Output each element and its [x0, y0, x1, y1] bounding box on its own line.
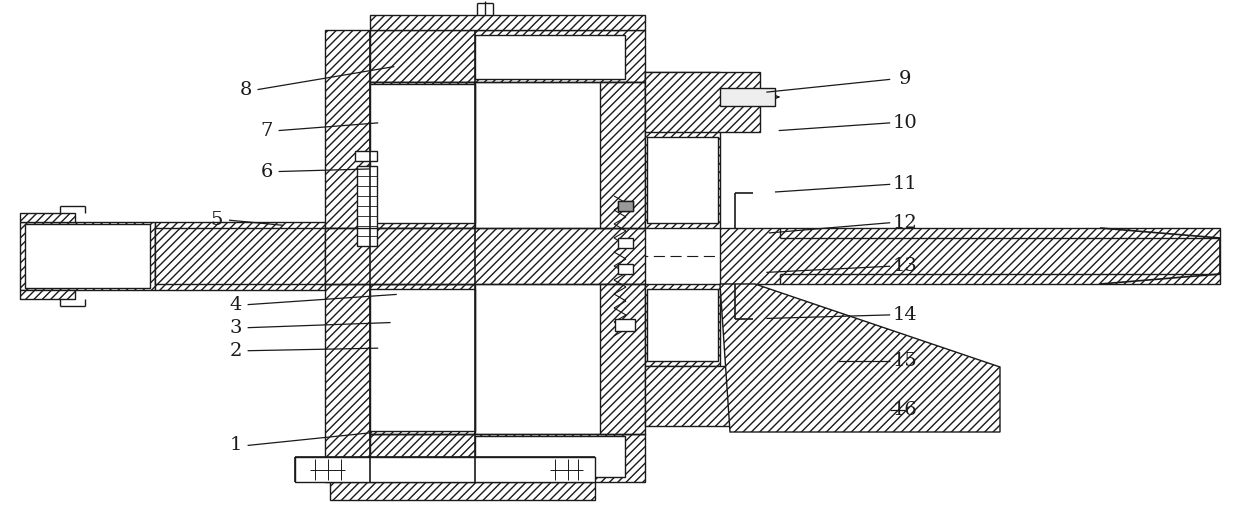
Polygon shape	[370, 284, 475, 434]
Polygon shape	[645, 366, 760, 426]
Polygon shape	[600, 284, 645, 434]
Polygon shape	[645, 284, 720, 366]
Text: 12: 12	[893, 214, 918, 232]
Polygon shape	[370, 15, 645, 30]
Text: 15: 15	[893, 352, 918, 370]
Bar	[720, 88, 775, 106]
Bar	[647, 137, 718, 223]
Bar	[370, 289, 475, 431]
Polygon shape	[600, 82, 645, 228]
Text: 6: 6	[260, 162, 273, 181]
Polygon shape	[720, 284, 999, 432]
Polygon shape	[645, 72, 760, 132]
Polygon shape	[20, 290, 74, 299]
Bar	[25, 224, 150, 288]
Text: 1: 1	[229, 436, 242, 455]
Bar	[618, 264, 632, 274]
Bar	[618, 201, 632, 211]
Bar	[355, 151, 377, 161]
Polygon shape	[330, 482, 595, 500]
Polygon shape	[155, 228, 325, 284]
Bar	[615, 319, 635, 331]
Text: 16: 16	[893, 400, 918, 419]
Text: 7: 7	[260, 121, 273, 140]
Polygon shape	[720, 228, 1220, 284]
Bar	[618, 238, 632, 248]
Polygon shape	[325, 30, 370, 228]
Polygon shape	[370, 434, 645, 482]
Text: 9: 9	[899, 70, 911, 89]
Polygon shape	[20, 213, 74, 222]
Polygon shape	[325, 228, 645, 284]
Bar	[357, 166, 377, 246]
Text: 11: 11	[893, 175, 918, 194]
Bar	[475, 35, 625, 79]
Text: 13: 13	[893, 257, 918, 275]
Polygon shape	[645, 72, 720, 228]
Text: 8: 8	[239, 80, 252, 99]
Polygon shape	[370, 82, 475, 228]
Text: 2: 2	[229, 342, 242, 360]
Bar	[295, 457, 595, 482]
Polygon shape	[370, 30, 645, 82]
Bar	[647, 289, 718, 361]
Bar	[370, 84, 475, 223]
Polygon shape	[155, 222, 325, 290]
Bar	[475, 436, 625, 477]
Polygon shape	[20, 222, 155, 290]
Text: 4: 4	[229, 295, 242, 314]
Text: 10: 10	[893, 114, 918, 132]
Polygon shape	[325, 284, 370, 482]
Text: 3: 3	[229, 318, 242, 337]
Text: 14: 14	[893, 306, 918, 324]
Text: 5: 5	[211, 211, 223, 229]
